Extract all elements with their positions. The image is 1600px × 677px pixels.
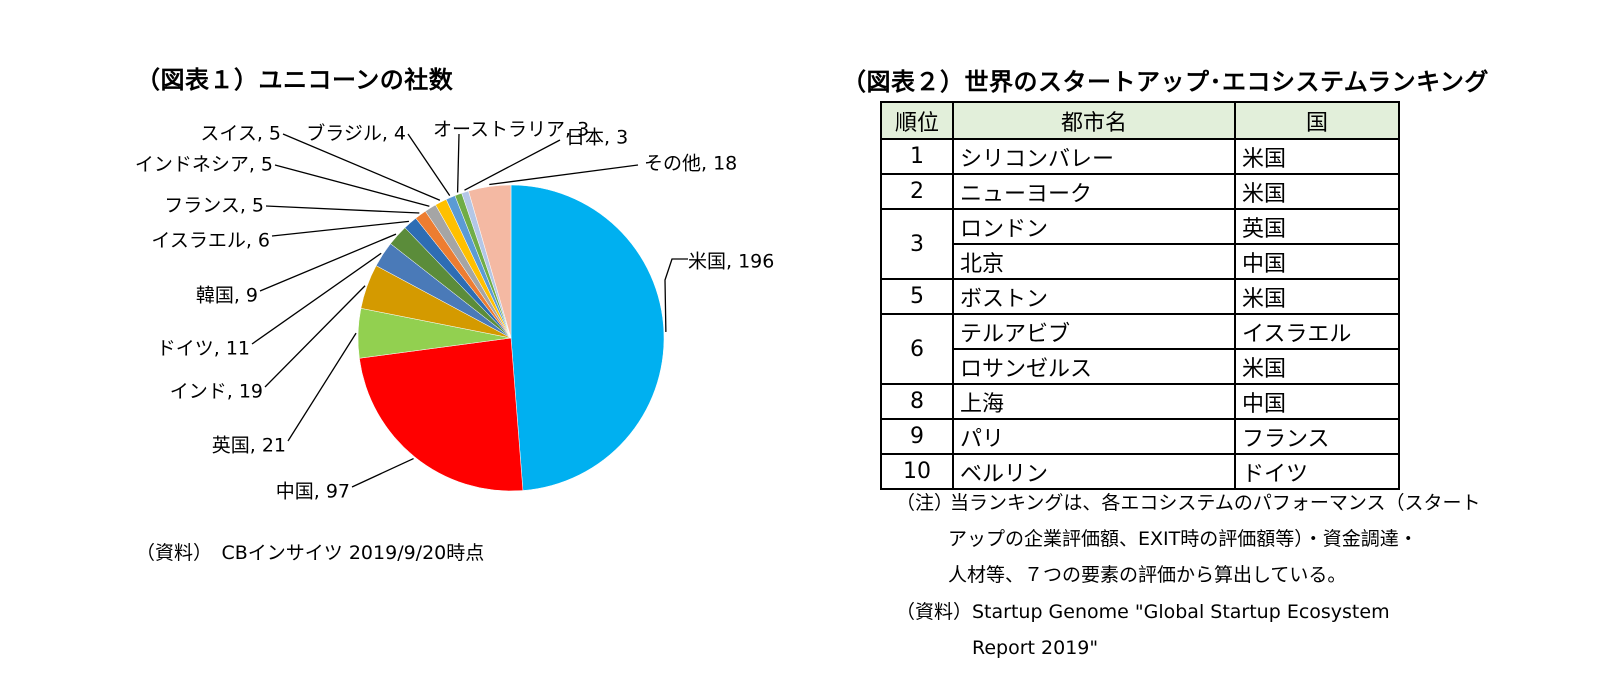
table-row: 9 パリ フランス bbox=[880, 418, 1400, 455]
country-cell: 米国 bbox=[1234, 278, 1400, 315]
leader-line bbox=[282, 133, 441, 201]
data-label: 英国, 21 bbox=[212, 435, 286, 457]
data-label: 韓国, 9 bbox=[196, 285, 258, 307]
table-header-row: 順位 都市名 国 bbox=[880, 101, 1400, 140]
leader-line bbox=[407, 133, 451, 196]
data-label: その他, 18 bbox=[644, 153, 737, 175]
leader-line bbox=[271, 220, 409, 237]
rank-cell: 10 bbox=[880, 453, 954, 490]
rank-cell: 1 bbox=[880, 138, 954, 175]
table-row: 6 テルアビブ イスラエル bbox=[880, 313, 1400, 385]
table-row: 5 ボストン 米国 bbox=[880, 278, 1400, 315]
table-row: 2 ニューヨーク 米国 bbox=[880, 173, 1400, 210]
country-cell: 米国 bbox=[1234, 173, 1400, 210]
pie-slice bbox=[468, 184, 512, 339]
leader-line bbox=[664, 258, 688, 332]
city-cell: パリ bbox=[952, 418, 1236, 455]
header-city: 都市名 bbox=[952, 101, 1236, 140]
note-line-2: アップの企業評価額、EXIT時の評価額等）・資金調達・ bbox=[948, 528, 1418, 550]
header-rank: 順位 bbox=[880, 101, 954, 140]
leader-line bbox=[264, 285, 366, 388]
figure2-title: （図表２）世界のスタートアップ･エコシステムランキング bbox=[842, 68, 1489, 96]
pie-chart: 米国, 196 中国, 97 英国, 21 インド, 19 ドイツ, 11 韓国, 9 イス… bbox=[135, 119, 775, 503]
country-cell: イスラエル bbox=[1234, 313, 1400, 350]
table-row: 8 上海 中国 bbox=[880, 383, 1400, 420]
data-label: ブラジル, 4 bbox=[306, 122, 406, 145]
city-cell: 上海 bbox=[952, 383, 1236, 420]
pie-slice bbox=[359, 337, 524, 492]
rank-cell: 8 bbox=[880, 383, 954, 420]
data-label: 日本, 3 bbox=[566, 127, 628, 149]
city-cell: ロンドン bbox=[952, 208, 1236, 245]
country-cell: 中国 bbox=[1234, 383, 1400, 420]
country-cell: 英国 bbox=[1234, 208, 1400, 245]
leader-line bbox=[464, 139, 561, 191]
note-line-3: 人材等、７つの要素の評価から算出している。 bbox=[948, 564, 1347, 586]
figure1-source: （資料） CBインサイツ 2019/9/20時点 bbox=[136, 542, 485, 564]
data-label: インドネシア, 5 bbox=[135, 154, 273, 176]
country-cell: 米国 bbox=[1234, 348, 1400, 385]
pie-slice bbox=[510, 184, 665, 491]
ranking-table: 順位 都市名 国 1 シリコンバレー 米国 2 ニューヨーク 米国 3 ロンドン… bbox=[880, 101, 1400, 490]
leader-line bbox=[489, 164, 639, 186]
data-label: フランス, 5 bbox=[164, 195, 264, 217]
data-label: オーストラリア, 3 bbox=[433, 119, 589, 141]
city-cell: シリコンバレー bbox=[952, 138, 1236, 175]
country-cell: 中国 bbox=[1234, 243, 1400, 280]
table-row: 北京 中国 bbox=[881, 243, 1400, 280]
table-row: 3 ロンドン 英国 bbox=[880, 208, 1400, 280]
data-label: インド, 19 bbox=[170, 381, 263, 403]
city-cell: 北京 bbox=[952, 243, 1236, 280]
pie-slices bbox=[357, 184, 665, 492]
data-label: 中国, 97 bbox=[276, 481, 350, 503]
figure1-title: （図表１）ユニコーンの社数 bbox=[136, 66, 454, 94]
rank-cell: 3 bbox=[880, 208, 954, 280]
leader-line bbox=[287, 332, 357, 442]
leader-line bbox=[259, 233, 397, 292]
table-row: 10 ベルリン ドイツ bbox=[880, 453, 1400, 490]
rank-cell: 2 bbox=[880, 173, 954, 210]
leader-line bbox=[274, 164, 430, 207]
country-cell: ドイツ bbox=[1234, 453, 1400, 490]
data-label: 米国, 196 bbox=[688, 251, 774, 273]
pie-leader-lines bbox=[251, 133, 688, 488]
city-cell: ニューヨーク bbox=[952, 173, 1236, 210]
rank-cell: 9 bbox=[880, 418, 954, 455]
city-cell: ベルリン bbox=[952, 453, 1236, 490]
leader-line bbox=[351, 457, 414, 488]
header-country: 国 bbox=[1234, 101, 1400, 140]
figure2-source-line-2: Report 2019" bbox=[972, 637, 1099, 659]
table-row: ロサンゼルス 米国 bbox=[881, 348, 1400, 385]
note-line-1: 当ランキングは、各エコシステムのパフォーマンス（スタート bbox=[950, 492, 1481, 514]
note-label: （注） bbox=[896, 492, 954, 514]
figure2-source-label: （資料） bbox=[896, 601, 973, 623]
city-cell: テルアビブ bbox=[952, 313, 1236, 350]
table-row: 1 シリコンバレー 米国 bbox=[880, 138, 1400, 175]
leader-line bbox=[456, 133, 460, 193]
leader-line bbox=[265, 205, 420, 214]
leader-line bbox=[251, 252, 382, 345]
rank-cell: 5 bbox=[880, 278, 954, 315]
figure2-source-line-1: Startup Genome "Global Startup Ecosystem bbox=[972, 601, 1390, 623]
country-cell: 米国 bbox=[1234, 138, 1400, 175]
data-label: ドイツ, 11 bbox=[157, 338, 250, 360]
city-cell: ボストン bbox=[952, 278, 1236, 315]
rank-cell: 6 bbox=[880, 313, 954, 385]
city-cell: ロサンゼルス bbox=[952, 348, 1236, 385]
pie-data-labels: 米国, 196 中国, 97 英国, 21 インド, 19 ドイツ, 11 韓国, 9 イス… bbox=[135, 119, 775, 503]
data-label: スイス, 5 bbox=[200, 123, 281, 145]
country-cell: フランス bbox=[1234, 418, 1400, 455]
data-label: イスラエル, 6 bbox=[151, 230, 270, 252]
